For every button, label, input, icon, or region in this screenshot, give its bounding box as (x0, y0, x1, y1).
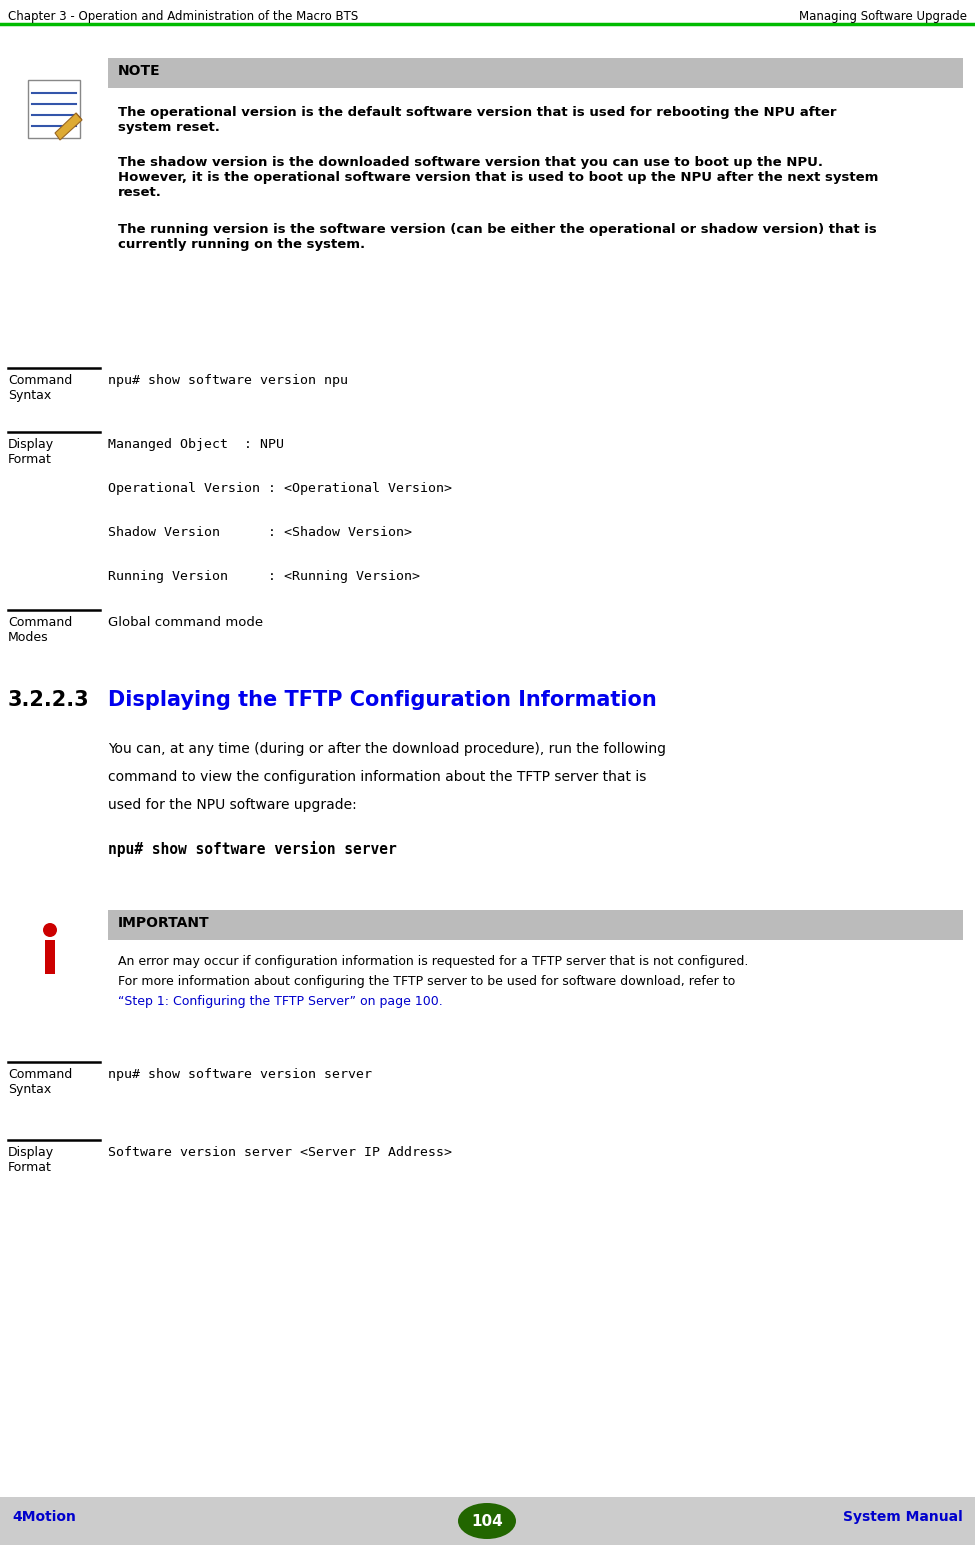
Polygon shape (76, 113, 82, 121)
Bar (108, 59, 963, 88)
Text: npu# show software version server: npu# show software version server (108, 840, 397, 857)
Text: Displaying the TFTP Configuration Information: Displaying the TFTP Configuration Inform… (108, 691, 657, 711)
Text: For more information about configuring the TFTP server to be used for software d: For more information about configuring t… (118, 975, 735, 987)
Bar (28, 80, 80, 138)
Text: You can, at any time (during or after the download procedure), run the following: You can, at any time (during or after th… (108, 742, 666, 756)
Ellipse shape (458, 1503, 516, 1539)
Text: Running Version     : <Running Version>: Running Version : <Running Version> (108, 570, 420, 582)
Text: Command
Syntax: Command Syntax (8, 1068, 72, 1095)
Text: Display
Format: Display Format (8, 1146, 55, 1174)
Text: Operational Version : <Operational Version>: Operational Version : <Operational Versi… (108, 482, 452, 494)
Text: 4Motion: 4Motion (12, 1509, 76, 1523)
Polygon shape (55, 113, 82, 141)
Circle shape (43, 922, 57, 936)
Text: Software version server <Server IP Address>: Software version server <Server IP Addre… (108, 1146, 452, 1159)
Text: Command
Modes: Command Modes (8, 616, 72, 644)
Text: 3.2.2.3: 3.2.2.3 (8, 691, 90, 711)
Text: Shadow Version      : <Shadow Version>: Shadow Version : <Shadow Version> (108, 525, 412, 539)
Text: Mananged Object  : NPU: Mananged Object : NPU (108, 437, 284, 451)
Bar (45, 939, 55, 973)
Text: 104: 104 (471, 1514, 503, 1528)
Text: The shadow version is the downloaded software version that you can use to boot u: The shadow version is the downloaded sof… (118, 156, 878, 199)
Text: command to view the configuration information about the TFTP server that is: command to view the configuration inform… (108, 769, 646, 783)
Bar (0, 1497, 975, 1545)
Text: The operational version is the default software version that is used for rebooti: The operational version is the default s… (118, 107, 837, 134)
Text: The running version is the software version (can be either the operational or sh: The running version is the software vers… (118, 222, 877, 250)
Text: Managing Software Upgrade: Managing Software Upgrade (799, 9, 967, 23)
Text: used for the NPU software upgrade:: used for the NPU software upgrade: (108, 799, 357, 813)
Text: IMPORTANT: IMPORTANT (118, 916, 210, 930)
Text: “Step 1: Configuring the TFTP Server” on page 100.: “Step 1: Configuring the TFTP Server” on… (118, 995, 443, 1007)
Text: System Manual: System Manual (843, 1509, 963, 1523)
Text: npu# show software version server: npu# show software version server (108, 1068, 372, 1082)
Text: Chapter 3 - Operation and Administration of the Macro BTS: Chapter 3 - Operation and Administration… (8, 9, 358, 23)
Text: Global command mode: Global command mode (108, 616, 263, 629)
Text: npu# show software version npu: npu# show software version npu (108, 374, 348, 386)
Text: Display
Format: Display Format (8, 437, 55, 467)
Text: Command
Syntax: Command Syntax (8, 374, 72, 402)
Text: NOTE: NOTE (118, 63, 161, 77)
Bar (108, 910, 963, 939)
Text: An error may occur if configuration information is requested for a TFTP server t: An error may occur if configuration info… (118, 955, 749, 969)
